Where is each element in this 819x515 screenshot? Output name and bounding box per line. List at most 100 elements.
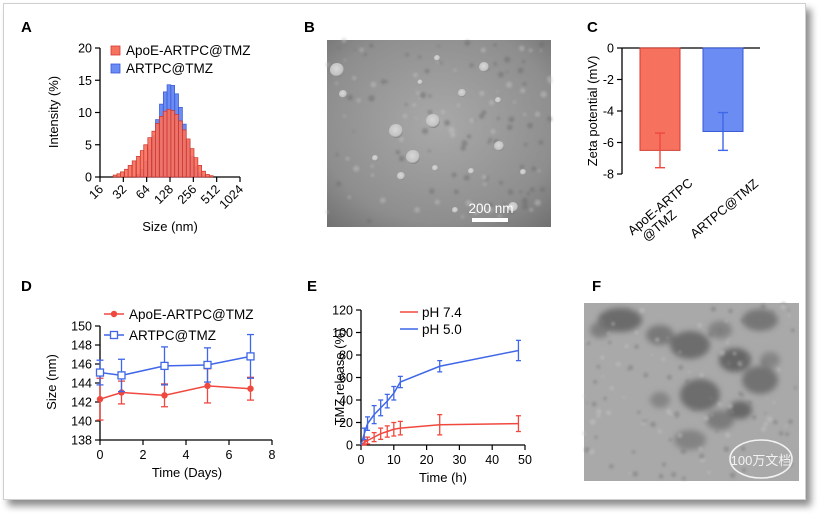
tem-grain	[666, 336, 669, 339]
tem-grain	[770, 310, 775, 314]
tem-grain	[493, 43, 497, 47]
tem-grain	[698, 453, 705, 460]
tem-grain	[463, 174, 470, 181]
tem-grain	[473, 210, 478, 215]
x-tick-label: 8	[269, 448, 276, 462]
tem-grain	[745, 355, 750, 360]
tem-grain	[534, 111, 541, 117]
tem-grain	[341, 37, 347, 43]
tem-grain	[596, 364, 601, 369]
tem-grain	[724, 319, 728, 323]
x-axis-title: Size (nm)	[142, 219, 198, 234]
tem-aggregate	[650, 392, 670, 408]
tem-grain	[681, 476, 686, 481]
tem-grain	[338, 47, 341, 50]
y-tick-label: 100	[332, 326, 353, 340]
tem-grain	[347, 94, 353, 101]
tem-grain	[766, 416, 773, 423]
tem-grain	[624, 344, 629, 348]
data-point	[204, 382, 211, 390]
tem-grain	[603, 396, 607, 401]
tem-grain	[369, 43, 374, 48]
tem-grain	[468, 211, 471, 214]
tem-grain	[669, 413, 673, 416]
tem-grain	[787, 314, 791, 318]
tem-grain	[731, 410, 734, 413]
x-tick-label: 2	[140, 448, 147, 462]
tem-grain	[708, 395, 714, 401]
tem-grain	[596, 414, 601, 418]
legend-label-artpc: ARTPC@TMZ	[126, 61, 213, 76]
histogram-bar	[127, 165, 133, 178]
tem-grain	[763, 421, 768, 427]
tem-grain	[593, 379, 598, 384]
x-tick-label: 4	[183, 448, 190, 462]
tem-grain	[584, 340, 588, 343]
tem-grain	[540, 91, 547, 98]
watermark-logo: 100万文档	[729, 439, 793, 479]
tem-grain	[519, 190, 523, 194]
nanoparticle	[406, 150, 420, 164]
y-tick-label: 40	[339, 394, 353, 408]
tem-grain	[399, 137, 404, 142]
tem-grain	[380, 197, 386, 204]
histogram-bar	[120, 171, 125, 178]
tem-grain	[634, 330, 639, 335]
tem-grain	[418, 55, 422, 59]
x-tick-label: 16	[86, 182, 106, 202]
histogram-bar	[186, 138, 191, 178]
tem-grain	[513, 100, 516, 104]
tem-grain	[728, 337, 731, 340]
tem-grain	[434, 199, 440, 205]
tem-grain	[674, 411, 680, 417]
tem-grain	[628, 472, 631, 475]
y-tick-label: 150	[71, 320, 92, 334]
tem-grain	[398, 155, 405, 162]
tem-grain	[725, 360, 732, 367]
tem-grain	[703, 415, 709, 422]
tem-grain	[790, 328, 795, 333]
legend-label-ph50: pH 5.0	[422, 322, 462, 337]
y-tick-label: 120	[332, 304, 353, 318]
tem-grain	[631, 450, 636, 454]
panel-label-f: F	[592, 278, 601, 295]
tem-grain	[643, 372, 649, 378]
tem-grain	[677, 433, 683, 438]
tem-grain	[522, 82, 527, 86]
tem-grain	[607, 340, 612, 345]
y-tick-label: 20	[78, 42, 92, 56]
tem-grain	[486, 206, 493, 213]
tem-grain	[489, 100, 495, 106]
y-tick-label: 140	[71, 415, 92, 429]
tem-grain	[335, 153, 339, 157]
tem-grain	[422, 127, 429, 135]
tem-grain	[787, 419, 793, 425]
data-point	[117, 371, 126, 380]
x-tick-label: 10	[387, 453, 401, 467]
x-tick-label: 50	[518, 453, 532, 467]
nanoparticle	[417, 79, 423, 85]
tem-aggregate	[646, 325, 674, 345]
tem-grain	[499, 180, 504, 185]
legend-swatch-apoe	[110, 45, 121, 56]
tem-grain	[347, 195, 351, 199]
data-point	[247, 385, 254, 392]
tem-aggregate	[742, 309, 778, 331]
tem-grain	[787, 308, 790, 312]
tem-grain	[609, 317, 612, 320]
y-tick-label: 20	[339, 416, 353, 430]
tem-grain	[715, 430, 719, 433]
tem-grain	[732, 351, 737, 356]
y-axis-title: Intensity (%)	[46, 76, 61, 148]
tem-grain	[651, 353, 654, 356]
y-tick-label: -8	[603, 168, 614, 182]
tem-grain	[582, 394, 586, 397]
tem-grain	[586, 341, 591, 346]
tem-grain	[760, 303, 766, 310]
tem-grain	[596, 408, 602, 415]
tem-grain	[761, 359, 768, 366]
y-tick-label: 142	[71, 396, 92, 410]
tem-grain	[413, 72, 418, 78]
tem-grain	[531, 166, 537, 172]
zeta-potential-chart: 0-2-4-6-8 Zeta potential (mV) ApoE-ARTPC…	[585, 42, 761, 245]
